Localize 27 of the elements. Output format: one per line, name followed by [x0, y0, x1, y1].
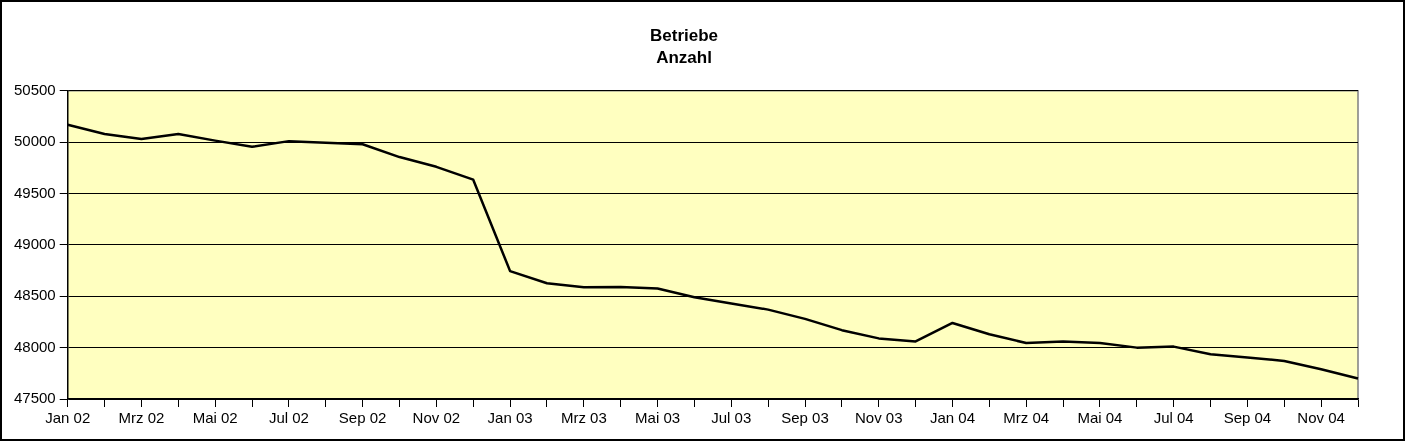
x-tick-label: Nov 03	[854, 409, 903, 427]
y-tick-label: 47500	[13, 389, 56, 407]
x-tick-label: Mrz 04	[1003, 409, 1050, 427]
chart-subtitle: Anzahl	[656, 48, 712, 68]
x-tick-label: Jan 02	[45, 409, 91, 427]
y-tick-label: 50500	[13, 80, 56, 98]
y-tick-label: 48000	[13, 337, 56, 355]
x-tick-label: Jan 03	[487, 409, 533, 427]
x-tick-label: Jan 04	[929, 409, 975, 427]
x-tick-label: Nov 04	[1297, 409, 1345, 427]
x-tick-label: Mai 04	[1077, 409, 1123, 427]
x-tick-label: Sep 04	[1223, 409, 1272, 427]
x-tick-label: Sep 03	[781, 409, 829, 427]
x-tick-label: Mrz 03	[560, 409, 607, 427]
x-tick-label: Mai 02	[192, 409, 238, 427]
y-tick-label: 49000	[13, 235, 56, 253]
x-tick-label: Mrz 02	[118, 409, 165, 427]
x-tick-label: Nov 02	[412, 409, 461, 427]
y-tick-label: 48500	[13, 286, 56, 304]
x-tick-label: Jul 03	[711, 409, 752, 427]
x-tick-label: Jul 02	[268, 409, 309, 427]
y-tick-label: 49500	[13, 183, 56, 201]
chart-title: Betriebe	[649, 25, 719, 45]
x-tick-label: Sep 02	[338, 409, 387, 427]
y-tick-label: 50000	[13, 132, 56, 150]
x-tick-label: Jul 04	[1153, 409, 1194, 427]
x-tick-label: Mai 03	[635, 409, 681, 427]
